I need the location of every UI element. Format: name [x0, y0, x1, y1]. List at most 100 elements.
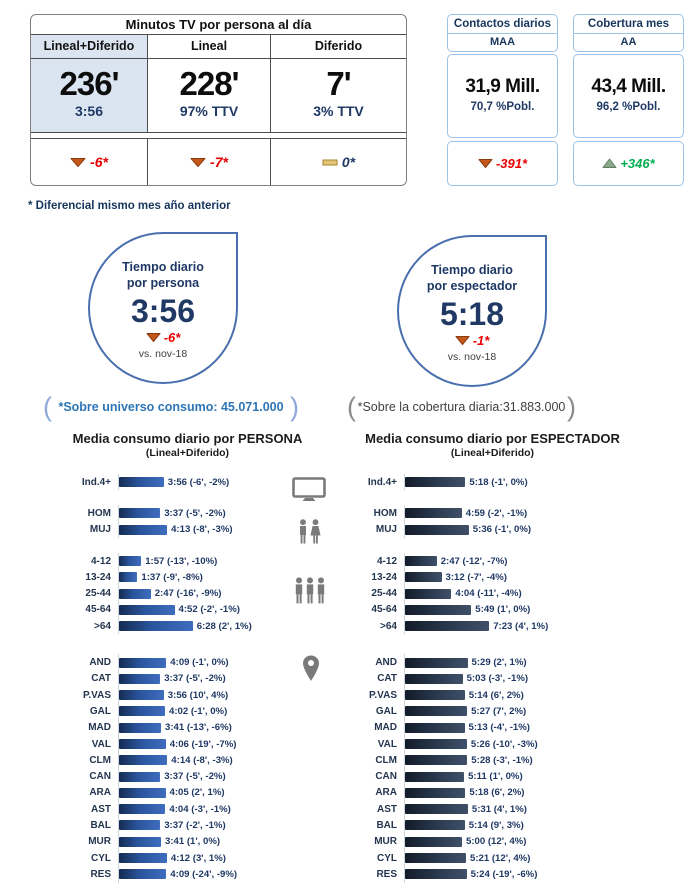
- chart-bar-area: 4:59 (-2', -1%): [404, 505, 677, 522]
- card-head: Cobertura mes AA: [573, 14, 684, 52]
- chart-row: >64 7:23 (4', 1%): [332, 618, 677, 635]
- droplet-vs-label: vs. nov-18: [447, 351, 497, 363]
- kpi-table-title: Minutos TV por persona al día: [31, 15, 406, 35]
- card-title: Contactos diarios: [448, 15, 557, 34]
- kpi-subvalue: 3:56: [74, 103, 104, 119]
- right-bracket: ): [290, 392, 299, 422]
- chart-row: 45-64 4:52 (-2', -1%): [40, 601, 332, 619]
- chart-row-value: 4:14 (-8', -3%): [171, 754, 233, 766]
- chart-bar-area: 4:12 (3', 1%): [118, 849, 332, 867]
- chart-row-value: 3:41 (-13', -6%): [165, 722, 232, 734]
- chart-row-label: ARA: [89, 787, 111, 799]
- chart-row-value: 5:49 (1', 0%): [475, 604, 531, 616]
- kpi-table-header-row: Lineal+Diferido Lineal Diferido: [31, 35, 406, 59]
- chart-bar: [119, 588, 151, 599]
- chart-group-total: Ind.4+ 5:18 (-1', 0%): [332, 474, 677, 491]
- chart-bar-area: 5:13 (-4', -1%): [404, 719, 677, 736]
- chart-bar: [119, 836, 161, 847]
- chart-row-value: 5:36 (-1', 0%): [472, 524, 532, 536]
- chart-row-label: CLM: [375, 754, 397, 766]
- chart-row-label: BAL: [90, 819, 111, 831]
- card-trend: -391*: [447, 141, 558, 186]
- chart-row-value: 3:12 (-7', -4%): [445, 571, 507, 583]
- chart-row-label: Ind.4+: [367, 476, 397, 488]
- differential-footnote: * Diferencial mismo mes año anterior: [28, 200, 231, 212]
- chart-bar: [119, 621, 193, 632]
- kpi-subvalue: 97% TTV: [179, 103, 239, 119]
- chart-bar-area: 5:29 (2', 1%): [404, 654, 677, 671]
- chart-row-label: HOM: [373, 507, 397, 519]
- kpi-table-indicator-row: -6* -7* 0*: [31, 139, 406, 185]
- chart-bar: [405, 804, 468, 815]
- chart-bar: [119, 556, 142, 567]
- espectador-bar-chart: Ind.4+ 5:18 (-1', 0%) HOM 4:59 (-2', -1%) MU…: [332, 474, 677, 883]
- kpi-trend-cell: -6*: [31, 139, 148, 185]
- coverage-note-text: *Sobre la cobertura diaria:31.883.000: [357, 400, 566, 414]
- chart-bar: [119, 804, 166, 815]
- droplet-delta: -1*: [472, 333, 490, 348]
- chart-row: MAD 3:41 (-13', -6%): [40, 719, 332, 736]
- tiempo-espectador-droplet: Tiempo diario por espectador 5:18 -1* vs…: [397, 235, 547, 387]
- chart-row-value: 5:27 (7', 2%): [471, 705, 527, 717]
- kpi-header-diferido: Diferido: [314, 39, 363, 53]
- card-title: Cobertura mes: [574, 15, 683, 34]
- kpi-subvalue: 3% TTV: [313, 103, 364, 119]
- coverage-note: ( *Sobre la cobertura diaria:31.883.000 …: [347, 391, 576, 423]
- chart-bar: [405, 820, 465, 831]
- chart-row: ARA 4:05 (2', 1%): [40, 784, 332, 802]
- right-bracket: ): [567, 392, 576, 422]
- couple-icon: [297, 519, 322, 545]
- tv-icon: [292, 477, 326, 503]
- chart-row-value: 3:37 (-5', -2%): [164, 507, 226, 519]
- chart-bar-area: 3:37 (-5', -2%): [118, 670, 332, 687]
- chart-row-value: 5:14 (6', 2%): [468, 689, 524, 701]
- kpi-value-cell: 236' 3:56: [31, 59, 148, 132]
- chart-row-value: 5:00 (12', 4%): [466, 836, 527, 848]
- chart-bar: [405, 836, 462, 847]
- droplet-title-line1: Tiempo diario: [431, 263, 513, 277]
- cobertura-mes-card: Cobertura mes AA 43,4 Mill. 96,2 %Pobl. …: [573, 14, 684, 186]
- chart-subtitle: (Lineal+Diferido): [145, 447, 230, 459]
- chart-bar: [405, 477, 466, 488]
- kpi-value: 228': [179, 65, 240, 102]
- chart-bar-area: 3:56 (-6', -2%): [118, 474, 332, 491]
- chart-row-value: 4:52 (-2', -1%): [178, 604, 240, 616]
- chart-row-label: 13-24: [85, 571, 111, 583]
- card-population: 70,7 %Pobl.: [470, 101, 535, 113]
- card-delta: -391*: [495, 156, 528, 171]
- droplet-title: Tiempo diario por persona: [90, 259, 236, 291]
- chart-row-label: ARA: [375, 787, 397, 799]
- chart-row-label: CAN: [89, 771, 111, 783]
- chart-bar-area: 5:03 (-3', -1%): [404, 670, 677, 687]
- chart-bar-area: 5:14 (9', 3%): [404, 817, 677, 834]
- chart-bar: [405, 657, 468, 668]
- espectador-chart-title-block: Media consumo diario por ESPECTADOR (Lin…: [345, 431, 640, 459]
- droplet-title-line2: por persona: [126, 276, 200, 290]
- chart-bar: [119, 787, 166, 798]
- chart-row-label: MAD: [374, 722, 397, 734]
- chart-bar-area: 4:02 (-1', 0%): [118, 703, 332, 720]
- chart-row-label: HOM: [87, 507, 111, 519]
- chart-row-label: 4-12: [376, 555, 397, 567]
- chart-row-label: GAL: [375, 705, 397, 717]
- chart-row: AND 5:29 (2', 1%): [332, 654, 677, 671]
- kpi-delta: -7*: [210, 154, 228, 170]
- chart-bar-area: 5:18 (-1', 0%): [404, 474, 677, 491]
- droplet-delta: -6*: [163, 330, 181, 345]
- kpi-trend-cell: -7*: [148, 139, 271, 185]
- people-group-icon: [293, 577, 327, 605]
- chart-row-value: 3:37 (-5', -2%): [164, 673, 226, 685]
- chart-group-region: AND 5:29 (2', 1%) CAT 5:03 (-3', -1%) P.VAS 5…: [332, 654, 677, 883]
- chart-bar-area: 3:41 (1', 0%): [118, 833, 332, 850]
- chart-row-label: AST: [91, 803, 111, 815]
- chart-row: MUR 5:00 (12', 4%): [332, 833, 677, 850]
- chart-bar-area: 4:14 (-8', -3%): [118, 752, 332, 769]
- chart-row-value: 2:47 (-12', -7%): [440, 555, 508, 567]
- chart-row-label: MUJ: [89, 524, 111, 536]
- chart-bar: [119, 722, 161, 733]
- universe-note-text: *Sobre universo consumo: 45.071.000: [58, 400, 284, 414]
- chart-row-value: 5:11 (1', 0%): [468, 771, 523, 783]
- chart-row: RES 4:09 (-24', -9%): [40, 866, 332, 883]
- chart-bar-area: 3:37 (-5', -2%): [118, 768, 332, 785]
- chart-row: BAL 3:37 (-2', -1%): [40, 817, 332, 834]
